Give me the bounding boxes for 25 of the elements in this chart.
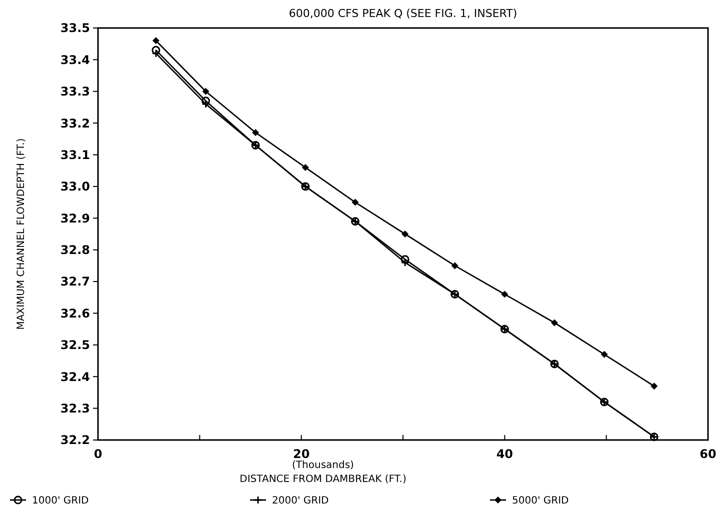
x-tick-label: 40 [496,447,514,461]
y-tick-label: 32.9 [60,211,90,226]
chart-title: 600,000 CFS PEAK Q (SEE FIG. 1, INSERT) [288,7,518,20]
x-axis-title: DISTANCE FROM DAMBREAK (FT.) [240,474,406,485]
y-tick-label: 33.0 [60,180,90,194]
legend-label: 1000' GRID [32,496,90,506]
y-tick-label: 33.4 [60,52,90,67]
y-tick-label: 32.5 [60,338,90,352]
y-tick-label: 32.8 [60,243,90,258]
x-tick-label: 20 [292,447,310,461]
y-tick-label: 33.5 [60,21,90,36]
y-tick-label: 32.2 [60,433,90,448]
legend-label: 5000' GRID [512,496,570,506]
y-tick-label: 33.3 [60,84,90,99]
text: (Thousands) [292,460,354,471]
legend-label: 2000' GRID [272,496,330,506]
y-tick-label: 32.3 [60,402,90,416]
y-tick-label: 32.4 [60,370,90,384]
y-tick-label: 33.2 [60,116,90,130]
y-tick-label: 32.7 [60,274,90,289]
y-tick-label: 33.1 [60,148,90,162]
y-axis-title: MAXIMUM CHANNEL FLOWDEPTH (FT.) [16,138,27,330]
y-tick-label: 32.6 [60,306,90,320]
x-tick-label: 0 [94,447,102,461]
x-tick-label: 60 [700,447,716,461]
